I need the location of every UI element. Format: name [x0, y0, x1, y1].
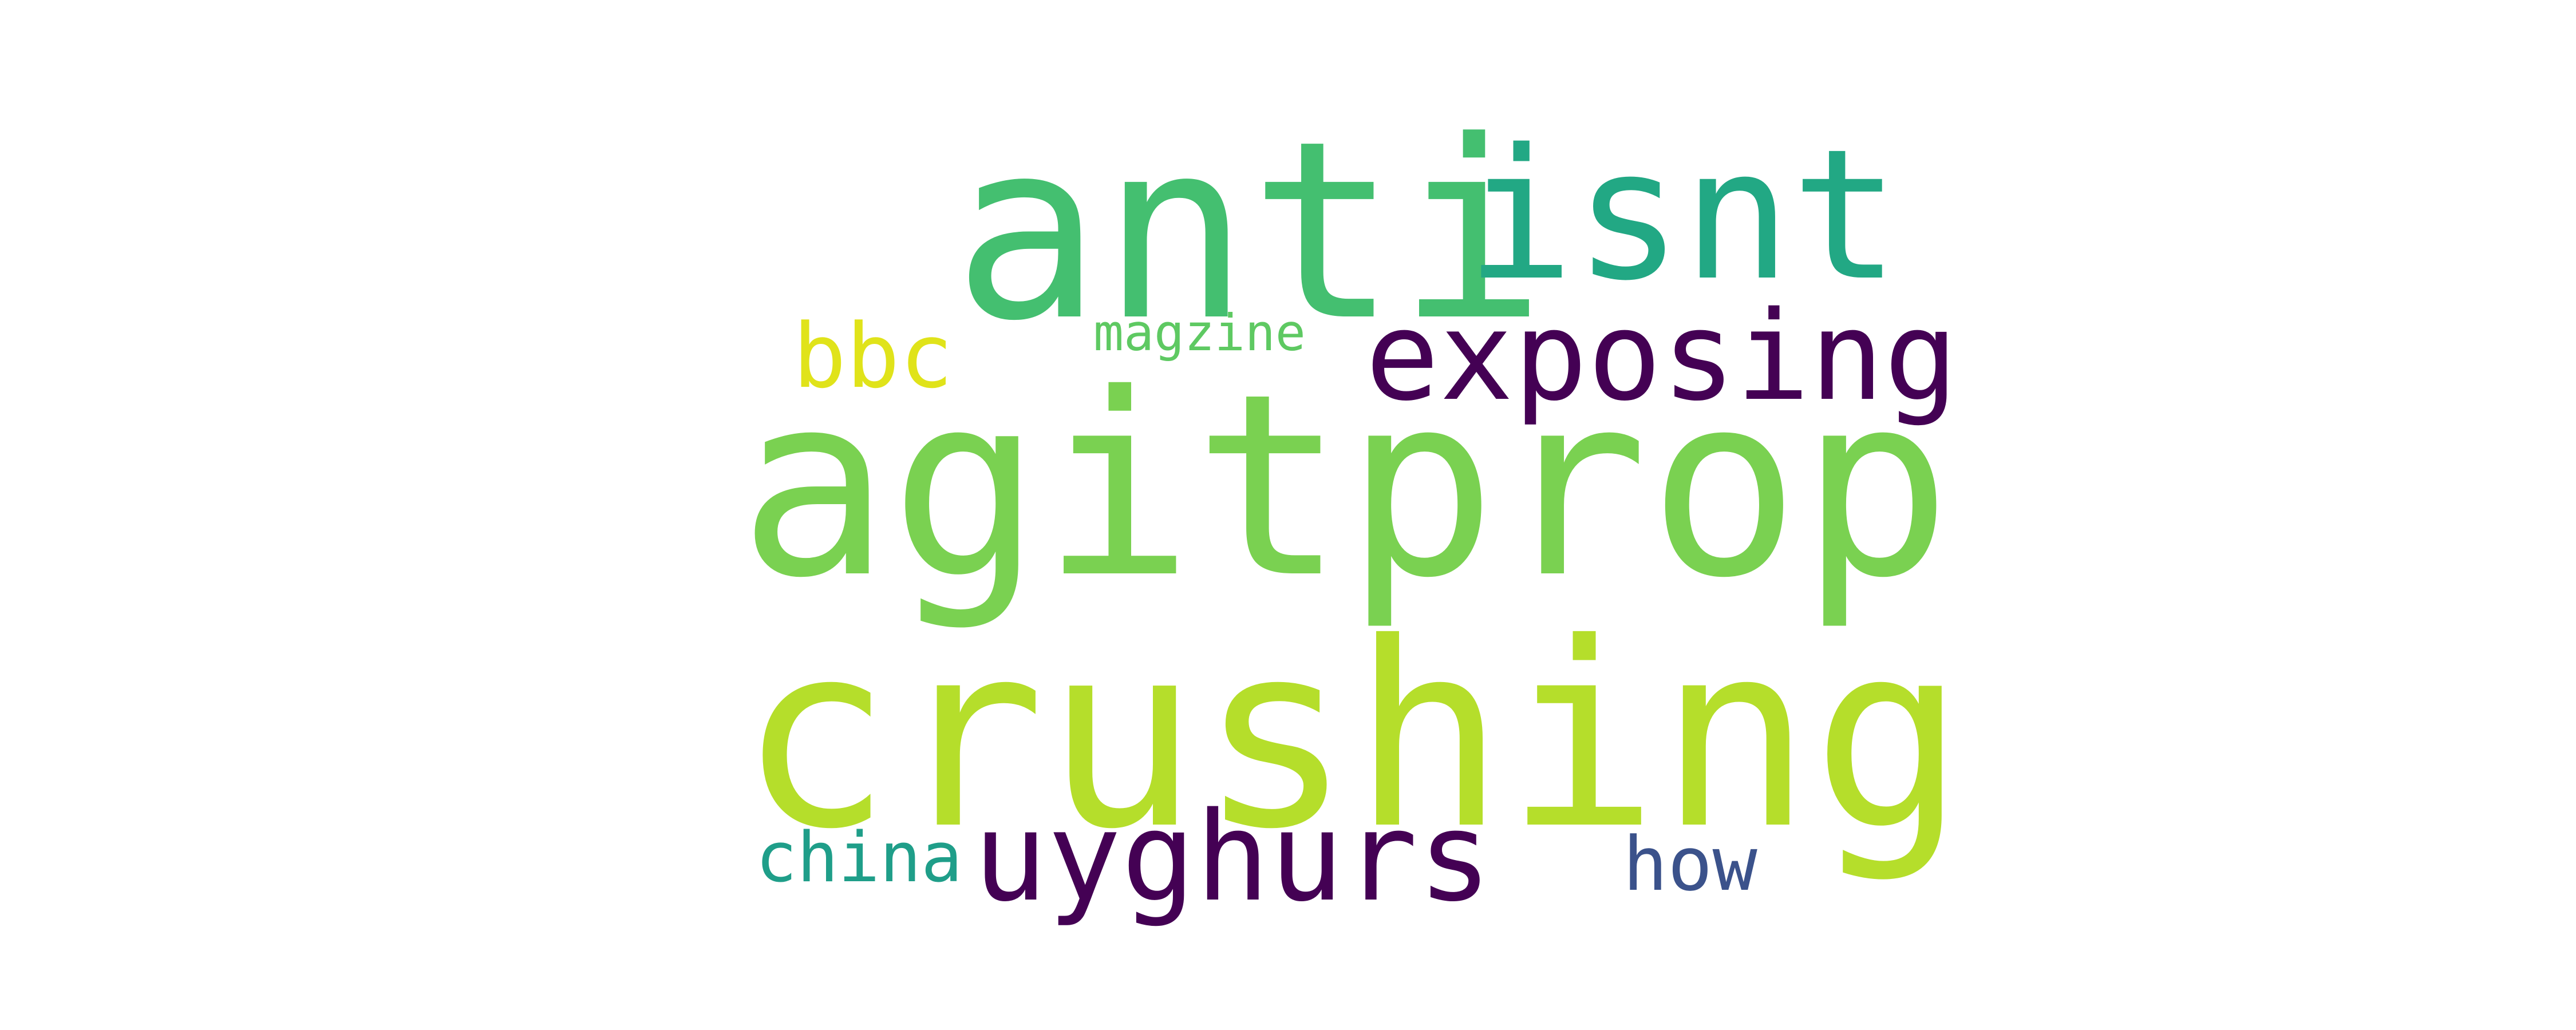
word-agitprop: agitprop: [738, 340, 1952, 633]
word-bbc: bbc: [793, 304, 953, 408]
word-magzine: magzine: [1093, 303, 1306, 362]
word-china: china: [756, 818, 963, 898]
word-how: how: [1623, 821, 1757, 908]
word-anti: anti: [953, 89, 1546, 375]
word-crushing: crushing: [738, 588, 1966, 885]
word-uyghurs: uyghurs: [973, 785, 1492, 929]
word-isnt: isnt: [1465, 111, 1900, 320]
word-exposing: exposing: [1365, 284, 1958, 428]
